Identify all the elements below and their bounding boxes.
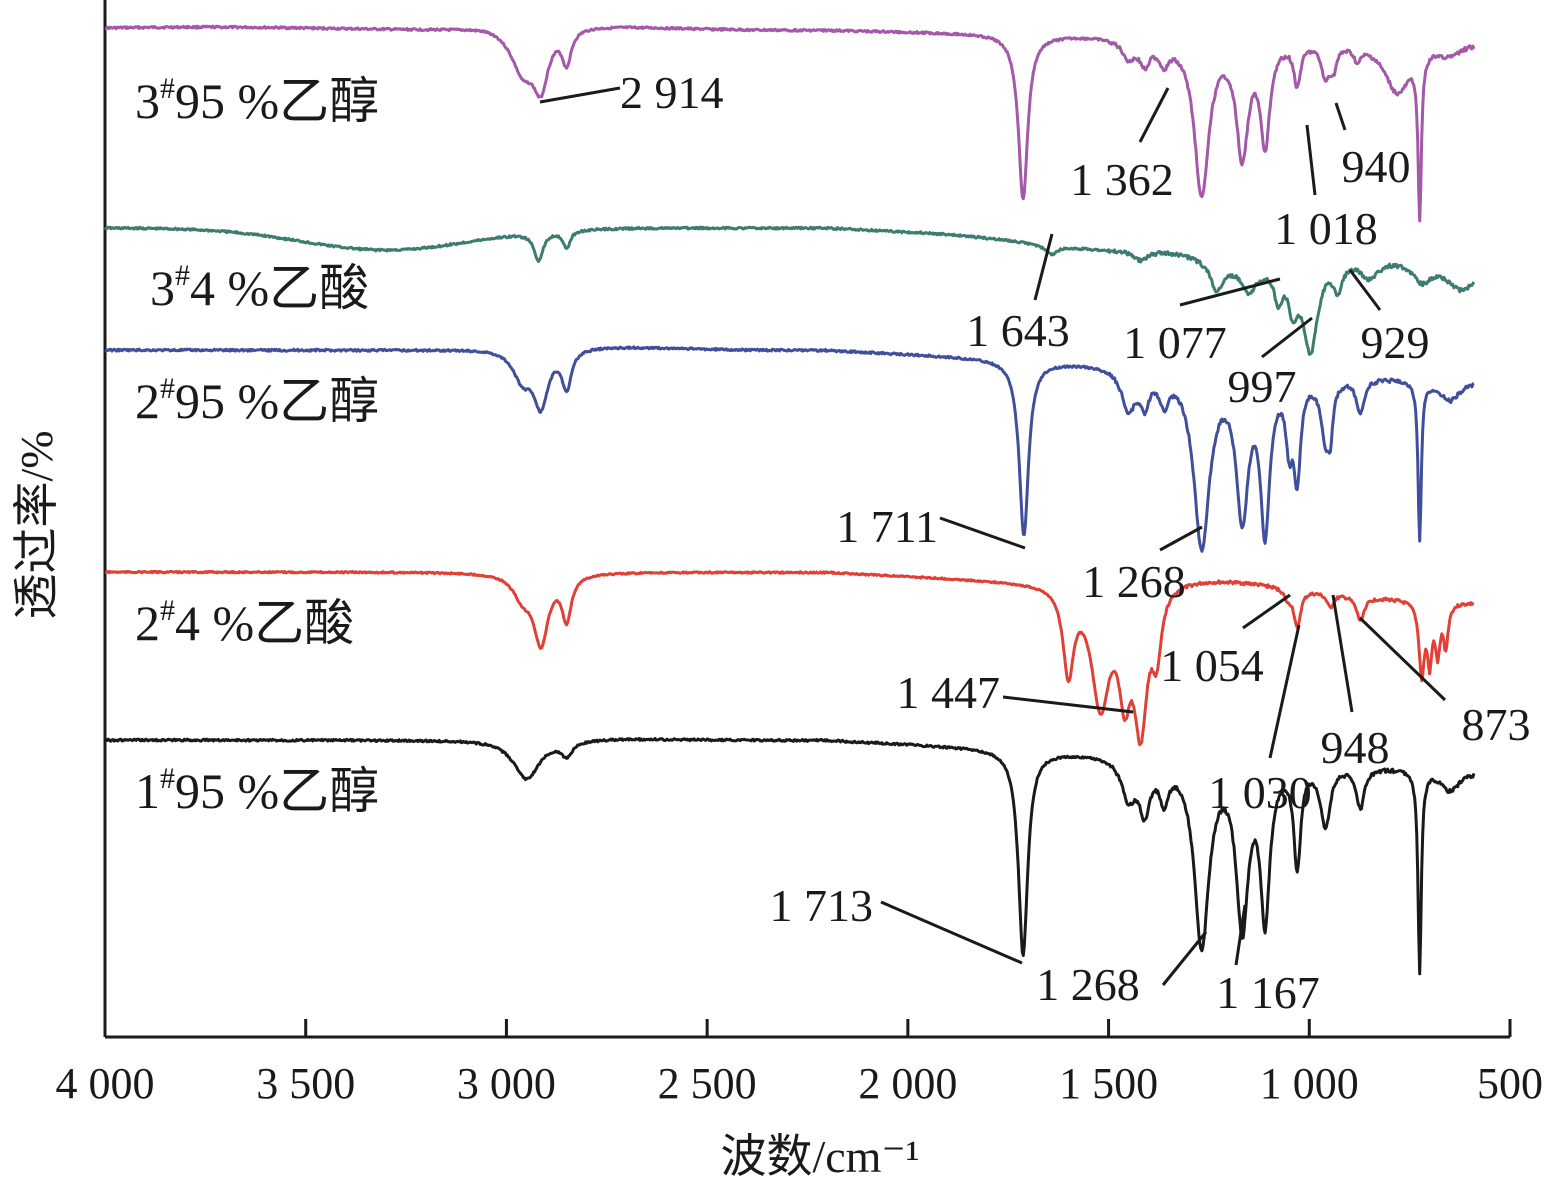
peak-label-1-1018: 1 018 (1274, 203, 1378, 254)
peak-leader-4-948 (1331, 594, 1354, 713)
x-ticks: 4 000 3 500 3 000 2 500 2 000 1 500 1 000 500 (56, 1019, 1543, 1108)
peak-leader-4-1030 (1268, 624, 1301, 759)
peak-leader-1-940 (1334, 102, 1347, 131)
peak-label-4-1054: 1 054 (1160, 640, 1264, 691)
peak-label-5-1268: 1 268 (1036, 959, 1140, 1010)
series-line-2 (103, 225, 1476, 356)
peak-leader-5-1713 (880, 900, 1023, 965)
x-tick-label-2000: 2 000 (858, 1059, 957, 1108)
peak-label-2-1077: 1 077 (1123, 317, 1227, 368)
peak-leader-2-1077 (1179, 277, 1281, 307)
peak-leader-2-929 (1348, 269, 1382, 311)
peak-label-5-1167: 1 167 (1216, 967, 1320, 1018)
peak-leader-3-1268 (1159, 525, 1203, 552)
peak-leader-3-1711 (939, 516, 1026, 550)
series-labels: 3#95 %乙醇 3#4 %乙酸 2#95 %乙醇 2#4 %乙酸 1#95 %乙醇 (135, 72, 379, 819)
peak-leader-1-1018 (1305, 124, 1317, 196)
x-tick-label-1000: 1 000 (1260, 1059, 1359, 1108)
peak-leader-1-2914 (539, 86, 621, 104)
peak-leader-1-1362 (1138, 87, 1170, 143)
x-tick-label-3500: 3 500 (256, 1059, 355, 1108)
peak-leader-4-873 (1358, 616, 1447, 702)
x-tick-label-2500: 2 500 (658, 1059, 757, 1108)
peak-label-4-948: 948 (1321, 722, 1390, 773)
peak-label-1-2914: 2 914 (620, 67, 724, 118)
spectra (103, 24, 1476, 976)
x-tick-label-500: 500 (1477, 1059, 1543, 1108)
peak-leader-5-1268 (1161, 931, 1208, 986)
peak-label-3-1711: 1 711 (836, 501, 938, 552)
x-tick-label-4000: 4 000 (56, 1059, 155, 1108)
peak-label-4-873: 873 (1462, 699, 1531, 750)
peak-label-2-997: 997 (1228, 361, 1297, 412)
peak-leader-4-1054 (1242, 593, 1291, 630)
series-label-2: 3#4 %乙酸 (150, 259, 369, 316)
series-label-4: 2#4 %乙酸 (135, 594, 354, 651)
series-label-3: 2#95 %乙醇 (135, 372, 379, 429)
peak-label-2-929: 929 (1361, 317, 1430, 368)
series-label-1: 3#95 %乙醇 (135, 72, 379, 129)
x-tick-label-1500: 1 500 (1059, 1059, 1158, 1108)
series-line-4 (104, 569, 1475, 747)
x-tick-label-3000: 3 000 (457, 1059, 556, 1108)
y-axis-title: 透过率/% (11, 430, 62, 619)
peak-label-3-1268: 1 268 (1082, 556, 1186, 607)
series-label-5: 1#95 %乙醇 (135, 762, 379, 819)
peak-label-1-940: 940 (1342, 141, 1411, 192)
peak-label-1-1362: 1 362 (1070, 154, 1174, 205)
peak-leader-2-1643 (1033, 233, 1054, 301)
peak-label-2-1643: 1 643 (966, 305, 1070, 356)
peak-label-4-1030: 1 030 (1208, 767, 1312, 818)
series-line-3 (104, 345, 1475, 553)
x-axis-title: 波数/cm⁻¹ (720, 1131, 919, 1182)
peak-label-4-1447: 1 447 (897, 667, 1001, 718)
peak-label-5-1713: 1 713 (770, 880, 874, 931)
peak-leader-5-1167 (1234, 904, 1247, 966)
axes (103, 0, 1510, 1039)
series-line-1 (104, 24, 1476, 223)
peak-leader-2-997 (1261, 316, 1313, 359)
peak-leader-4-1447 (1002, 695, 1134, 714)
